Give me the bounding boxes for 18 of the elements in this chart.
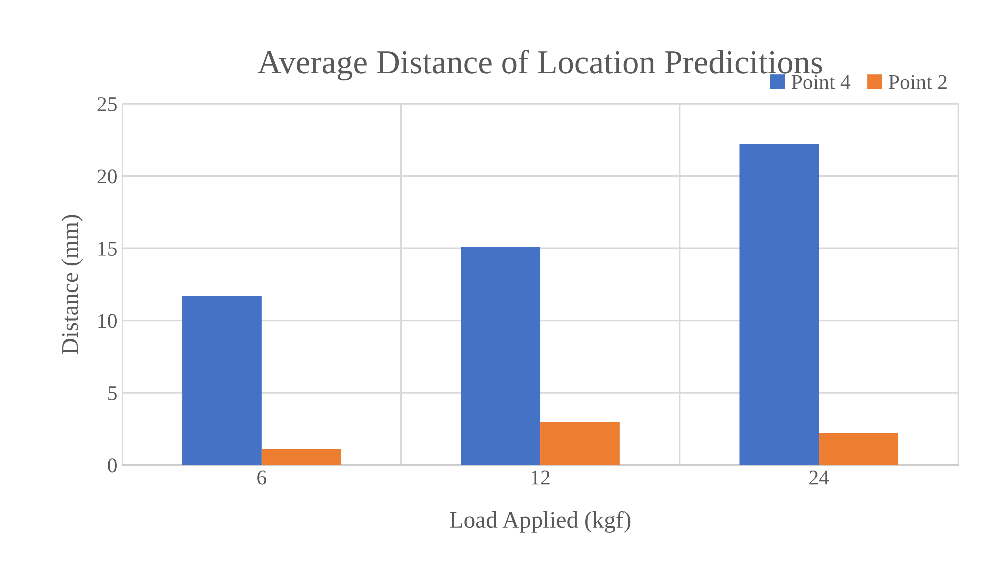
bar (540, 422, 620, 466)
bar (819, 434, 899, 466)
bar (461, 247, 541, 466)
x-tick-label: 24 (810, 470, 830, 485)
bar (182, 296, 262, 466)
x-tick-label: 6 (258, 470, 267, 485)
legend-label: Point 2 (889, 75, 947, 90)
bar (262, 449, 342, 466)
y-axis-title: Distance (mm) (62, 215, 84, 354)
x-tick-label: 12 (532, 470, 550, 485)
y-tick-label: 20 (98, 170, 117, 184)
y-tick-label: 10 (98, 314, 117, 328)
y-tick-label: 5 (108, 386, 117, 400)
y-tick-label: 0 (108, 458, 117, 473)
y-tick-label: 25 (98, 97, 117, 112)
bar (740, 144, 820, 466)
x-axis-title: Load Applied (kgf) (450, 511, 631, 533)
y-tick-label: 15 (98, 242, 117, 256)
